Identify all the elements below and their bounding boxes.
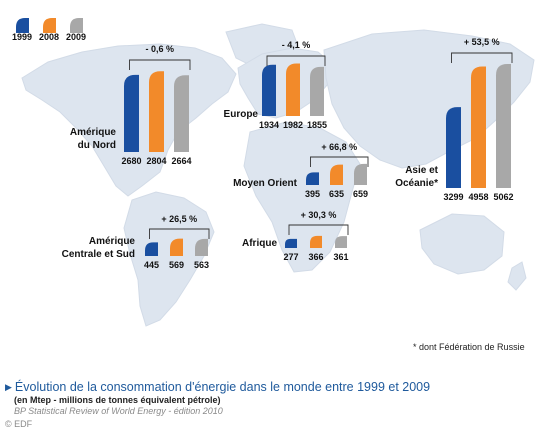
change-label: + 30,3 %: [301, 210, 337, 220]
region-name-label: Moyen Orient: [233, 178, 298, 189]
bar-2008: [310, 235, 322, 248]
change-label: - 0,6 %: [145, 44, 174, 54]
region-group-1: 2680 2804 2664 - 0,6 % Amérique du Nord: [70, 44, 192, 166]
legend-label: 1999: [12, 32, 32, 42]
legend-label: 2008: [39, 32, 59, 42]
region-group-4: 395 635 659 + 66,8 % Moyen Orient: [233, 142, 369, 199]
caption-arrow-icon: ▶: [5, 382, 12, 392]
bar-2009: [174, 75, 189, 152]
footnote: * dont Fédération de Russie: [413, 342, 525, 352]
legend-item-2008: 2008: [39, 18, 59, 42]
legend-label: 2009: [66, 32, 86, 42]
bar-value-label: 5062: [493, 192, 513, 202]
region-name-label: Europe: [224, 109, 259, 120]
bar-value-label: 2804: [146, 156, 166, 166]
change-bracket: [129, 59, 191, 70]
bar-2008: [149, 71, 164, 152]
bar-value-label: 3299: [443, 192, 463, 202]
change-label: - 4,1 %: [282, 40, 311, 50]
bar-value-label: 635: [329, 189, 344, 199]
bar-value-label: 563: [194, 260, 209, 270]
region-group-3: 3299 4958 5062 + 53,5 % Asie et Océanie*: [395, 37, 513, 202]
caption-title-row: ▶ Évolution de la consommation d'énergie …: [5, 380, 430, 394]
legend: 1999 2008 2009: [12, 18, 86, 42]
region-group-5: 445 569 563 + 26,5 % Amérique Centrale et Sud: [62, 214, 210, 270]
bar-2009: [496, 63, 511, 188]
map-africa: [243, 121, 361, 273]
change-bracket: [266, 55, 326, 66]
bar-2009: [335, 236, 347, 248]
bar-2009: [310, 66, 324, 116]
bar-2009: [195, 238, 208, 256]
region-name-label: Afrique: [242, 238, 277, 249]
bar-1999: [285, 238, 297, 248]
bar-value-label: 569: [169, 260, 184, 270]
change-bracket: [288, 224, 349, 235]
bar-1999: [145, 242, 158, 256]
legend-swatch-icon: [16, 18, 29, 33]
region-name-label: Asie et Océanie*: [395, 165, 438, 189]
caption-source: BP Statistical Review of World Energy - …: [14, 406, 223, 416]
bar-value-label: 1855: [307, 120, 327, 130]
bar-2009: [354, 163, 367, 185]
bar-2008: [170, 238, 183, 256]
bar-1999: [124, 74, 139, 152]
change-label: + 66,8 %: [321, 142, 357, 152]
bar-2008: [471, 66, 486, 188]
change-bracket: [310, 156, 369, 167]
bar-value-label: 1982: [283, 120, 303, 130]
bar-2008: [286, 63, 300, 116]
region-group-2: 1934 1982 1855 - 4,1 % Europe: [224, 40, 327, 130]
bar-value-label: 1934: [259, 120, 279, 130]
legend-item-2009: 2009: [66, 18, 86, 42]
bar-value-label: 395: [305, 189, 320, 199]
region-name-label: Amérique du Nord: [70, 127, 117, 151]
bar-1999: [262, 64, 276, 116]
bar-value-label: 445: [144, 260, 159, 270]
map-australia: [419, 213, 505, 275]
region-group-6: 277 366 361 + 30,3 % Afrique: [242, 210, 349, 262]
bar-value-label: 277: [283, 252, 298, 262]
bar-value-label: 4958: [468, 192, 488, 202]
bar-1999: [446, 107, 461, 188]
legend-swatch-icon: [70, 18, 83, 33]
change-bracket: [149, 228, 210, 239]
bar-value-label: 361: [333, 252, 348, 262]
change-bracket: [451, 52, 513, 63]
caption-subtitle: (en Mtep - millions de tonnes équivalent…: [14, 395, 221, 405]
bar-value-label: 659: [353, 189, 368, 199]
region-name-label: Amérique Centrale et Sud: [62, 236, 136, 260]
caption-title: Évolution de la consommation d'énergie d…: [14, 380, 431, 394]
map-new-zealand: [507, 261, 527, 291]
bar-value-label: 366: [308, 252, 323, 262]
bar-value-label: 2664: [171, 156, 191, 166]
caption-copyright: © EDF: [5, 419, 33, 429]
bar-2008: [330, 164, 343, 185]
bar-1999: [306, 172, 319, 185]
change-label: + 26,5 %: [161, 214, 197, 224]
legend-item-1999: 1999: [12, 18, 32, 42]
map-south-america: [123, 191, 215, 327]
bar-value-label: 2680: [121, 156, 141, 166]
change-label: + 53,5 %: [464, 37, 500, 47]
legend-swatch-icon: [43, 18, 56, 33]
